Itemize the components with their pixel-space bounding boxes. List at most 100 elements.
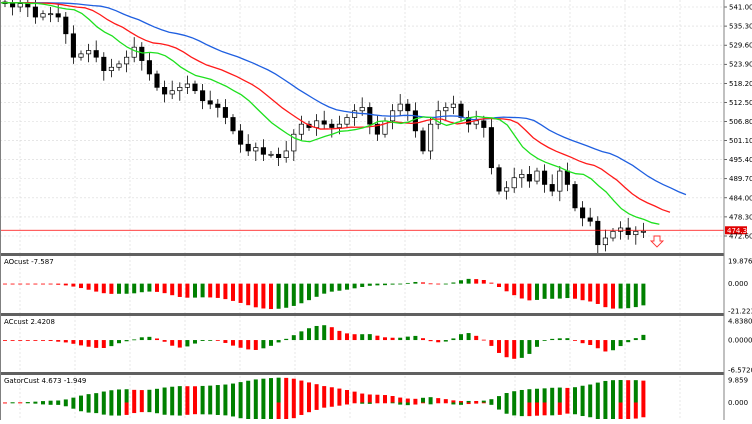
gator-bar xyxy=(132,402,137,414)
panel-separator[interactable] xyxy=(0,372,724,375)
gator-bar xyxy=(580,402,585,417)
ac-bar xyxy=(504,340,509,358)
gator-bar xyxy=(132,389,137,403)
gator-bar xyxy=(109,402,114,416)
candle xyxy=(70,33,76,58)
ao-bar xyxy=(497,283,501,288)
gator-bar xyxy=(299,380,304,403)
gator-bar xyxy=(390,402,395,404)
ac-bar xyxy=(269,340,273,346)
candle xyxy=(428,123,434,152)
candle xyxy=(291,133,297,152)
gator-bar xyxy=(633,402,638,419)
candle xyxy=(25,3,31,8)
alligator-lips-line xyxy=(0,2,660,225)
candles xyxy=(2,0,646,255)
ao-bar xyxy=(253,283,258,308)
gator-bar xyxy=(436,398,441,403)
candle xyxy=(245,143,251,152)
ac-bar xyxy=(367,334,372,341)
gator-bar xyxy=(10,402,15,404)
gator-bar xyxy=(162,402,167,415)
ac-y-tick-label: 4.8380 xyxy=(728,318,752,326)
ao-bar xyxy=(565,283,570,299)
panel-separator[interactable] xyxy=(0,253,724,256)
gator-bar xyxy=(345,390,349,403)
ao-bar xyxy=(573,283,577,299)
ao-y-tick-label: 19.876 xyxy=(728,258,752,266)
gator-bar xyxy=(208,402,213,415)
gator-bar xyxy=(405,402,410,406)
candle xyxy=(344,117,350,125)
ac-bar xyxy=(246,340,251,350)
gator-bar xyxy=(345,402,349,405)
gator-bar xyxy=(193,402,197,415)
candle xyxy=(526,174,532,182)
ao-bar xyxy=(557,283,562,299)
ac-y-tick-label: 0.0000 xyxy=(728,337,752,345)
candle xyxy=(618,227,624,232)
gator-bar xyxy=(109,390,114,403)
candle xyxy=(146,60,152,75)
gator-bar xyxy=(253,402,258,419)
ac-bar xyxy=(33,340,38,341)
ac-bar xyxy=(352,334,357,341)
ao-bar xyxy=(200,283,205,298)
ac-bar xyxy=(337,330,342,341)
ao-bar xyxy=(641,283,646,306)
gator-bar xyxy=(565,387,570,403)
gator-bar xyxy=(71,402,76,409)
gator-bar xyxy=(398,402,403,405)
gator-bar xyxy=(633,380,638,403)
ac-bar xyxy=(474,335,479,341)
candle xyxy=(602,237,608,246)
ao-bar xyxy=(307,283,311,301)
gator-bar xyxy=(71,397,76,403)
gator-bar xyxy=(139,390,144,403)
gator-bar xyxy=(246,380,251,403)
ac-bar xyxy=(314,325,319,341)
ao-bar xyxy=(588,283,593,302)
ac-bar xyxy=(375,335,380,341)
candle xyxy=(519,174,525,179)
gator-bar xyxy=(307,402,311,413)
ac-bar xyxy=(413,335,418,341)
candle xyxy=(268,153,274,156)
gator-bar xyxy=(352,402,357,404)
ao-bar xyxy=(193,283,197,298)
ac-bar xyxy=(405,336,410,341)
gator-bar xyxy=(223,384,228,403)
ac-bar xyxy=(322,325,327,341)
gator-bar xyxy=(512,402,517,416)
ao-bar xyxy=(314,283,319,297)
gator-bar xyxy=(542,388,547,403)
ac-bar xyxy=(611,340,615,351)
ao-bar xyxy=(238,283,243,303)
candle xyxy=(10,3,16,8)
gator-bar xyxy=(618,380,623,403)
gator-bar xyxy=(48,402,53,405)
gator-bar xyxy=(428,402,433,405)
ao-bar xyxy=(428,283,433,285)
ao-bar xyxy=(329,283,334,292)
gator-bar xyxy=(269,402,273,419)
gator-bar xyxy=(25,402,30,403)
ao-bar xyxy=(459,280,463,284)
candle xyxy=(200,90,206,102)
gator-bar xyxy=(25,402,30,404)
candle xyxy=(314,120,320,128)
ao-bar xyxy=(109,283,114,294)
ao-bar xyxy=(542,283,547,299)
gator-bar xyxy=(527,402,532,417)
ac-bar xyxy=(284,338,289,341)
gator-bar xyxy=(588,384,593,403)
gator-bar xyxy=(48,400,53,403)
ao-bar xyxy=(177,283,182,297)
gator-bar xyxy=(459,402,463,405)
panel-separator[interactable] xyxy=(0,313,724,316)
gator-bar xyxy=(603,402,608,419)
gator-bar xyxy=(573,387,577,403)
gator-bar xyxy=(3,402,7,404)
candle xyxy=(359,107,365,112)
